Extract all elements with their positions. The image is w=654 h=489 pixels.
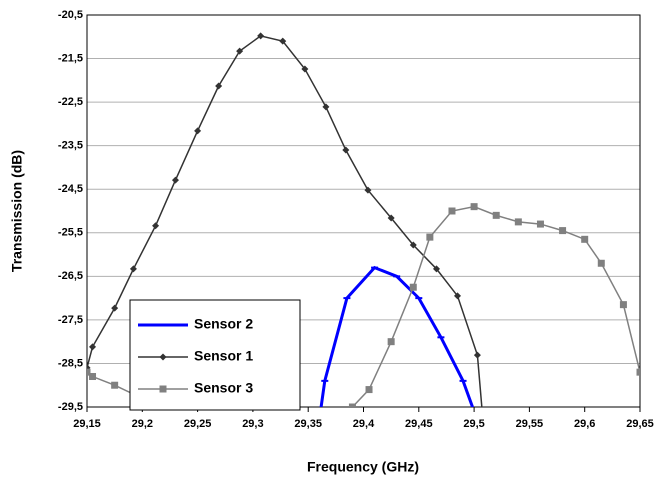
marker [365,386,373,394]
y-tick-label: -28,5 [58,357,83,369]
marker [342,146,350,154]
x-tick-label: 29,4 [353,418,375,430]
marker [492,211,500,219]
y-tick-label: -23,5 [58,140,83,152]
marker [409,241,417,249]
marker [636,368,640,376]
legend-label: Sensor 2 [194,316,253,332]
marker [387,338,395,346]
marker [454,292,462,300]
marker [236,47,244,55]
legend-box [129,299,301,411]
x-tick-label: 29,15 [73,418,101,430]
marker [559,227,567,235]
marker [249,434,256,441]
marker [194,127,202,135]
marker [426,233,434,241]
marker [393,275,401,278]
marker [409,283,417,291]
legend-marker [159,353,167,361]
marker [437,336,445,339]
y-tick-label: -27,5 [58,314,83,326]
marker [619,301,627,309]
marker [432,265,440,273]
x-axis-label: Frequency (GHz) [307,459,419,475]
y-tick-label: -20,5 [58,9,83,21]
marker [111,381,119,389]
marker [171,176,179,184]
legend-marker [159,385,167,393]
x-tick-label: 29,2 [132,418,153,430]
marker [459,379,467,382]
marker [89,373,97,381]
x-tick-label: 29,35 [294,418,322,430]
marker [415,297,423,300]
marker [89,343,97,351]
y-tick-label: -29,5 [58,401,83,413]
marker [364,186,372,194]
marker [470,203,478,211]
marker [473,351,481,359]
marker [348,403,356,407]
x-tick-label: 29,45 [405,418,433,430]
x-tick-label: 29,65 [626,418,654,430]
marker [536,220,544,228]
plot-border [86,14,641,408]
x-tick-label: 29,55 [516,418,544,430]
marker [321,379,329,382]
x-tick-label: 29,5 [463,418,484,430]
marker [152,222,160,230]
y-tick-label: -21,5 [58,52,83,64]
legend-label: Sensor 3 [194,380,253,396]
marker [581,235,589,243]
y-tick-label: -22,5 [58,96,83,108]
marker [215,82,223,90]
marker [257,32,265,40]
marker [322,103,330,111]
marker [87,368,91,376]
legend-label: Sensor 1 [194,348,253,364]
y-axis-label: Transmission (dB) [9,150,25,272]
marker [514,218,522,226]
x-tick-label: 29,3 [242,418,263,430]
y-tick-label: -24,5 [58,183,83,195]
marker [129,265,137,273]
y-tick-label: -25,5 [58,227,83,239]
y-tick-label: -26,5 [58,270,83,282]
x-tick-label: 29,6 [574,418,595,430]
marker [448,207,456,215]
marker [387,214,395,222]
marker [343,297,351,300]
marker [111,304,119,312]
marker [279,37,287,45]
x-tick-label: 29,25 [184,418,212,430]
marker [301,65,309,73]
marker [597,259,605,267]
marker [371,266,379,269]
